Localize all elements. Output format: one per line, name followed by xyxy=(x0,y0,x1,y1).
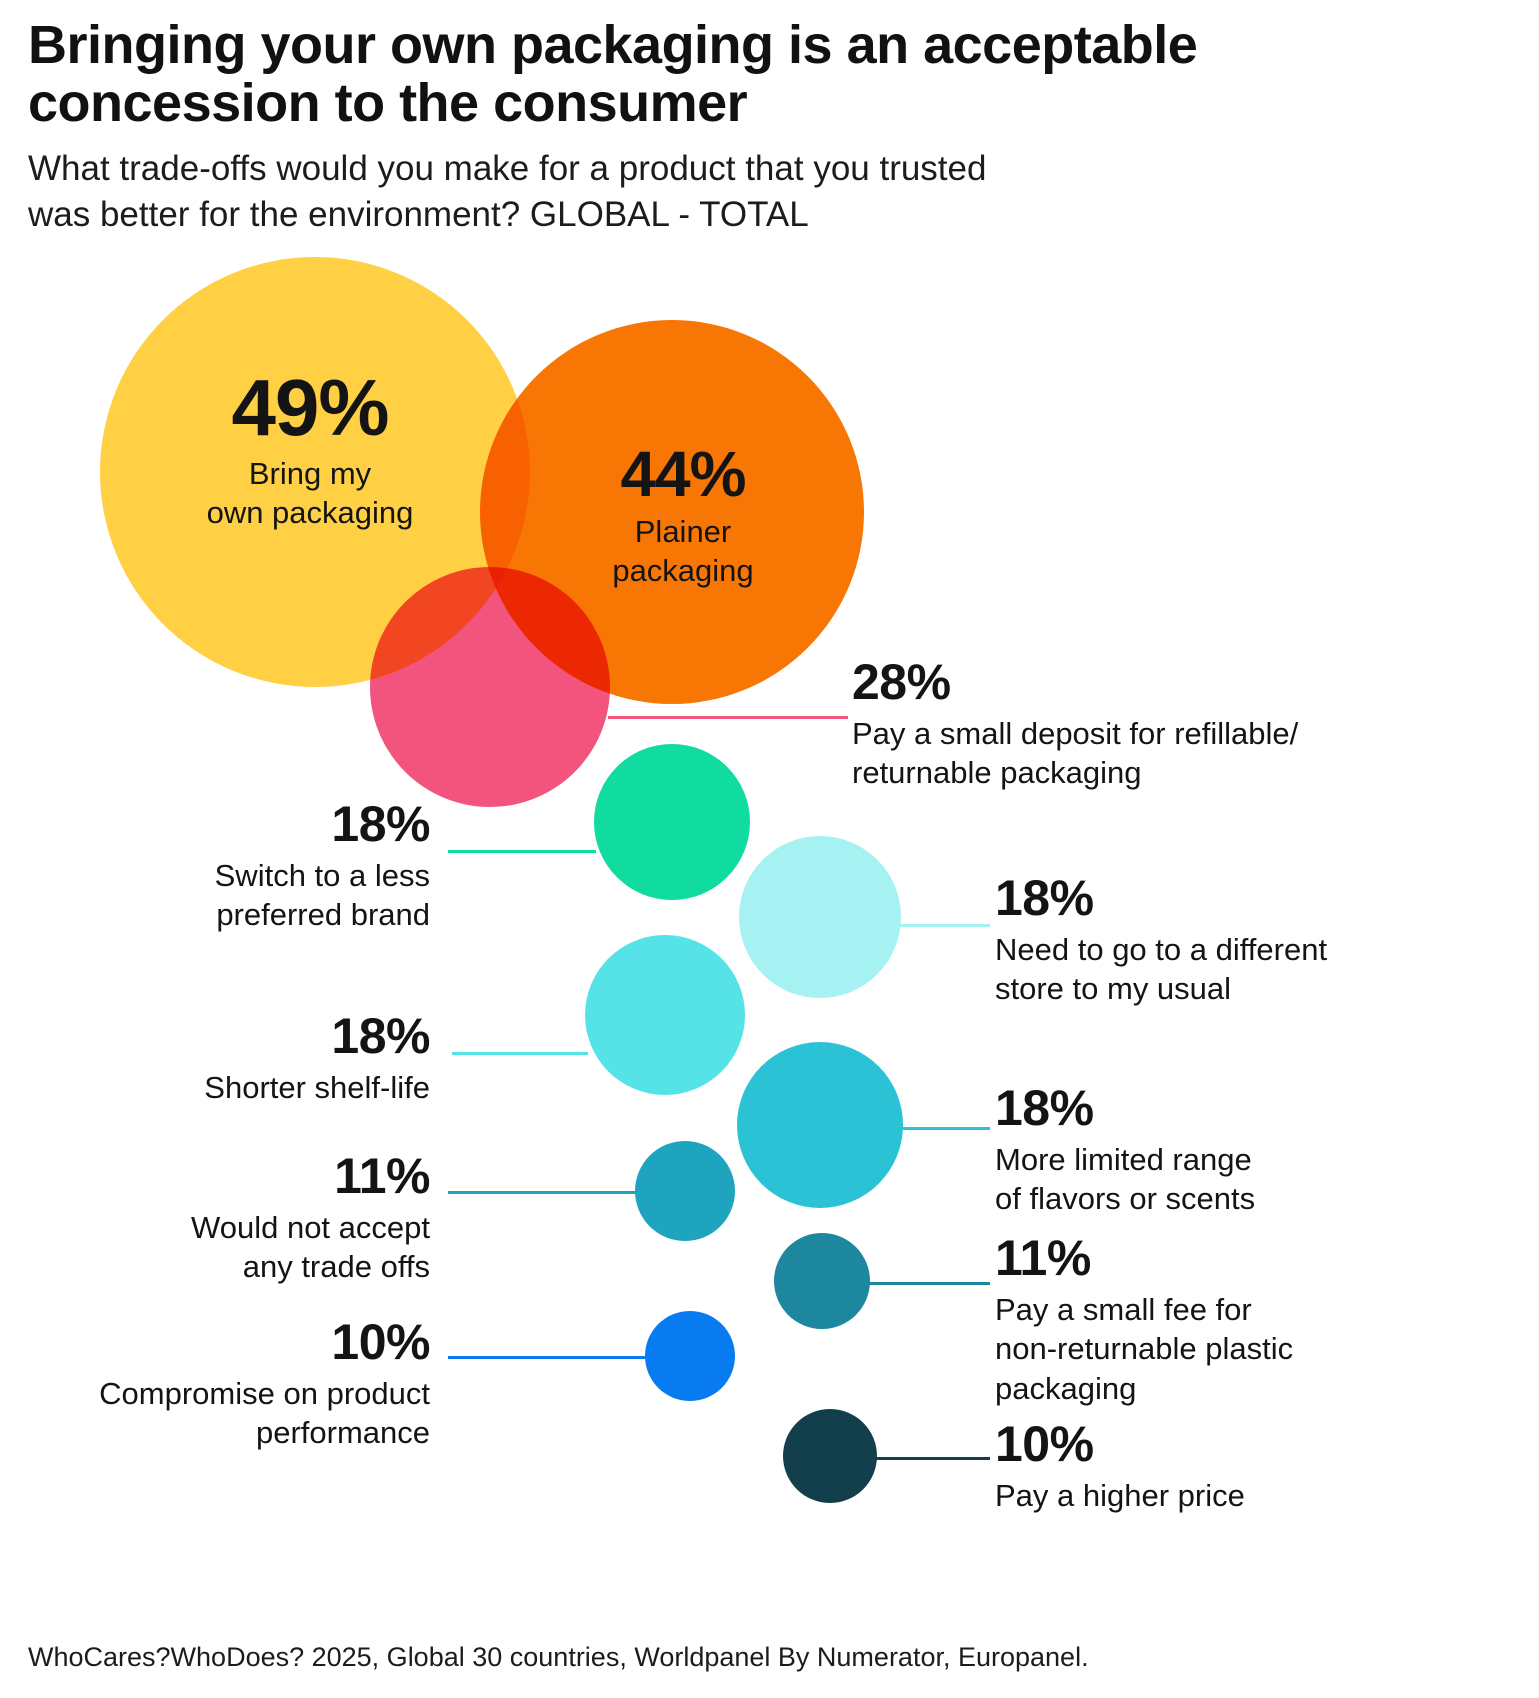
bubble-switch-circle xyxy=(594,744,750,900)
label-line: Compromise on product xyxy=(99,1376,430,1411)
pct-deposit: 28% xyxy=(852,654,951,710)
subtitle-line-2: was better for the environment? GLOBAL -… xyxy=(28,195,809,235)
label-deposit: 28% Pay a small deposit for refillable/ … xyxy=(852,656,1472,793)
label-line: Pay a higher price xyxy=(995,1478,1245,1513)
label-line: any trade offs xyxy=(242,1249,430,1285)
label-line: More limited range xyxy=(995,1142,1252,1177)
label-shelf-text: Shorter shelf-life xyxy=(60,1068,430,1107)
label-line: preferred brand xyxy=(216,897,430,933)
label-line: Would not accept xyxy=(191,1210,430,1245)
label-bring: 49% Bring my own packaging xyxy=(110,368,510,532)
label-shelf: 18% Shorter shelf-life xyxy=(60,1010,430,1107)
bubble-price-circle xyxy=(783,1409,877,1503)
label-tradeoffs: 11% Would not accept any trade offs xyxy=(60,1150,430,1287)
pct-switch: 18% xyxy=(331,796,430,852)
label-line: packaging xyxy=(612,553,754,589)
label-tradeoffs-text: Would not accept any trade offs xyxy=(60,1208,430,1287)
connector-shelf xyxy=(452,1052,588,1055)
label-line: Bring my xyxy=(248,456,372,491)
label-line: Switch to a less xyxy=(214,858,430,893)
pct-performance: 10% xyxy=(331,1314,430,1370)
label-line: packaging xyxy=(995,1370,1137,1406)
label-line: Pay a small deposit for refillable/ xyxy=(852,716,1299,751)
label-switch-text: Switch to a less preferred brand xyxy=(60,856,430,935)
pct-store: 18% xyxy=(995,870,1094,926)
bubble-tradeoffs-circle xyxy=(635,1141,735,1241)
subtitle-line-1: What trade-offs would you make for a pro… xyxy=(28,149,987,188)
label-bring-text: Bring my own packaging xyxy=(110,454,510,532)
connector-fee xyxy=(867,1282,990,1285)
bubble-range-circle xyxy=(737,1042,903,1208)
label-range-text: More limited range of flavors or scents xyxy=(995,1140,1455,1219)
label-performance: 10% Compromise on product performance xyxy=(30,1316,430,1453)
label-line: Plainer xyxy=(634,514,732,549)
connector-price xyxy=(874,1457,990,1460)
connector-switch xyxy=(448,850,596,853)
pct-shelf: 18% xyxy=(331,1008,430,1064)
label-line: store to my usual xyxy=(995,971,1232,1007)
label-price-text: Pay a higher price xyxy=(995,1476,1435,1515)
label-performance-text: Compromise on product performance xyxy=(30,1374,430,1453)
pct-tradeoffs: 11% xyxy=(334,1148,430,1204)
label-range: 18% More limited range of flavors or sce… xyxy=(995,1082,1455,1219)
label-line: of flavors or scents xyxy=(995,1181,1256,1217)
page-subtitle: What trade-offs would you make for a pro… xyxy=(28,146,986,238)
label-line: Pay a small fee for xyxy=(995,1292,1252,1327)
bubble-deposit-circle xyxy=(370,567,610,807)
title-line-2: concession to the consumer xyxy=(28,73,748,134)
connector-store xyxy=(898,924,990,927)
bubble-performance-circle xyxy=(645,1311,735,1401)
label-fee-text: Pay a small fee for non-returnable plast… xyxy=(995,1290,1435,1408)
title-line-1: Bringing your own packaging is an accept… xyxy=(28,15,1198,75)
label-line: Need to go to a different xyxy=(995,932,1328,967)
pct-plainer: 44% xyxy=(620,438,746,510)
connector-tradeoffs xyxy=(448,1191,638,1194)
label-line: performance xyxy=(255,1415,430,1451)
label-store-text: Need to go to a different store to my us… xyxy=(995,930,1475,1009)
pct-range: 18% xyxy=(995,1080,1094,1136)
label-store: 18% Need to go to a different store to m… xyxy=(995,872,1475,1009)
label-deposit-text: Pay a small deposit for refillable/ retu… xyxy=(852,714,1472,793)
bubble-fee-circle xyxy=(774,1233,870,1329)
bubble-shelf-circle xyxy=(585,935,745,1095)
connector-range xyxy=(902,1127,990,1130)
label-switch: 18% Switch to a less preferred brand xyxy=(60,796,431,935)
connector-performance xyxy=(448,1356,648,1359)
label-line: returnable packaging xyxy=(852,755,1142,791)
label-line: Shorter shelf-life xyxy=(204,1070,430,1105)
bubble-store-circle xyxy=(739,836,901,998)
pct-bring: 49% xyxy=(231,363,389,452)
pct-fee: 11% xyxy=(995,1230,1091,1286)
label-price: 10% Pay a higher price xyxy=(995,1418,1435,1515)
label-plainer: 44% Plainer packaging xyxy=(523,442,843,590)
pct-price: 10% xyxy=(995,1416,1094,1472)
label-fee: 11% Pay a small fee for non-returnable p… xyxy=(995,1232,1435,1408)
page-title: Bringing your own packaging is an accept… xyxy=(28,15,1198,134)
source-footnote: WhoCares?WhoDoes? 2025, Global 30 countr… xyxy=(28,1642,1089,1672)
label-line: non-returnable plastic xyxy=(995,1331,1294,1367)
label-plainer-text: Plainer packaging xyxy=(523,512,843,590)
label-line: own packaging xyxy=(206,495,414,531)
connector-deposit xyxy=(608,716,848,719)
